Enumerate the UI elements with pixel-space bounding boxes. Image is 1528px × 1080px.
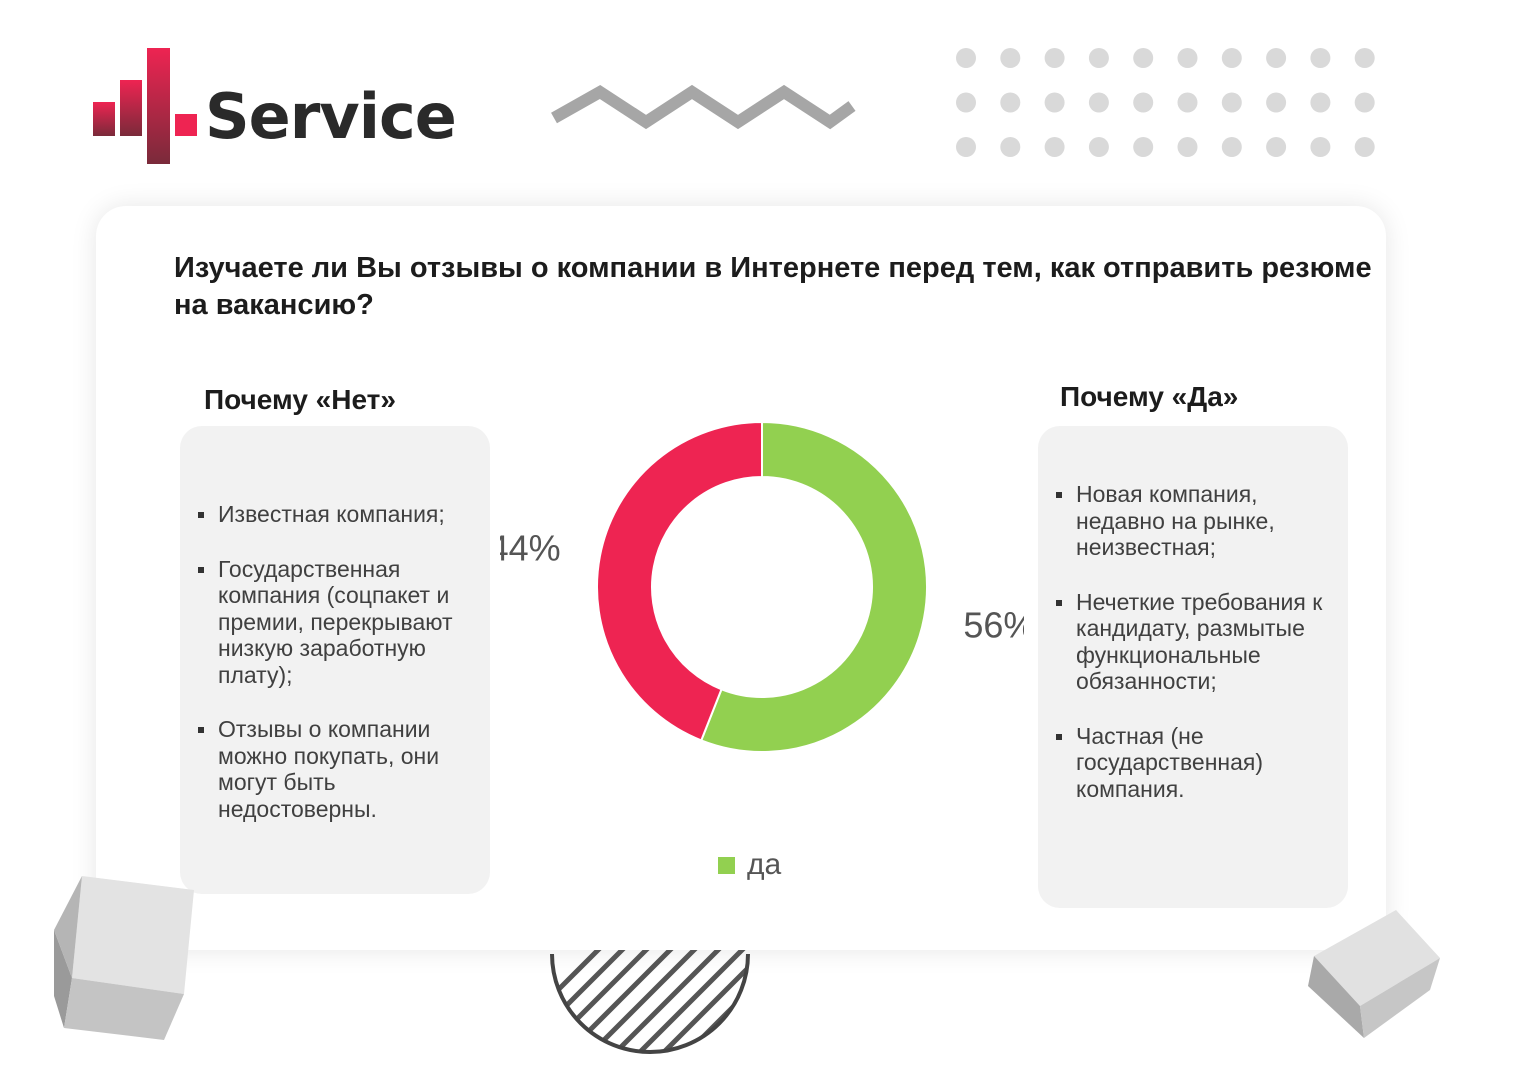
decor-dot (1177, 48, 1198, 68)
left-reason-item: Государственная компания (соцпакет и пре… (180, 556, 485, 689)
right-panel-title: Почему «Да» (1060, 381, 1239, 412)
decor-dot (1221, 92, 1242, 113)
legend-label-yes: да (747, 848, 782, 881)
decor-dot (1133, 137, 1154, 157)
decor-dot (1088, 48, 1109, 68)
decor-dot (1088, 92, 1109, 113)
striped-circle-decoration (550, 950, 750, 1054)
decor-dot (1310, 92, 1331, 113)
decor-dot (956, 48, 976, 68)
decor-dot (956, 92, 976, 113)
logo-bar-3 (147, 48, 170, 164)
logo-bar-2 (120, 80, 142, 136)
donut-data-label-0: 56% (963, 604, 1024, 645)
decor-dot (1000, 137, 1021, 157)
donut-slice-1 (596, 420, 763, 742)
logo-bar-1 (93, 102, 115, 136)
cube-decoration-left (54, 876, 194, 1040)
logo-bar-4 (175, 114, 197, 136)
donut-slice-0 (699, 420, 928, 753)
right-reason-item: Нечеткие требования к кандидату, размыты… (1038, 589, 1338, 695)
right-reasons-list: Новая компания, недавно на рынке, неизве… (1038, 481, 1338, 830)
decor-dot (1266, 48, 1287, 68)
decor-dot (1044, 92, 1065, 113)
decor-dot (1177, 92, 1198, 113)
brand-name: Service (205, 80, 457, 153)
donut-chart: 56% 44% (500, 420, 1024, 753)
dot-grid-decoration (956, 48, 1375, 157)
decor-dot (1266, 92, 1287, 113)
decor-dot (1133, 48, 1154, 68)
decor-dot (1221, 137, 1242, 157)
right-reason-item: Частная (не государственная) компания. (1038, 723, 1338, 803)
right-reason-item: Новая компания, недавно на рынке, неизве… (1038, 481, 1338, 561)
decor-dot (1177, 137, 1198, 157)
zigzag-decoration (551, 84, 856, 130)
left-reasons-list: Известная компания; Государственная комп… (180, 501, 485, 850)
decor-dot (1044, 48, 1065, 68)
survey-question: Изучаете ли Вы отзывы о компании в Интер… (174, 252, 1372, 321)
cube-decoration-right (1308, 910, 1440, 1038)
decor-dot (1000, 92, 1021, 113)
decor-dot (1000, 48, 1021, 68)
legend-swatch-yes (718, 856, 735, 874)
brand-logo (93, 48, 197, 164)
decor-dot (1044, 137, 1065, 157)
left-panel: Известная компания; Государственная комп… (180, 426, 490, 894)
left-panel-title: Почему «Нет» (204, 384, 396, 415)
decor-dot (1221, 48, 1242, 68)
left-reason-item: Известная компания; (180, 501, 485, 528)
decor-dot (1310, 137, 1331, 157)
decor-dot (1088, 137, 1109, 157)
left-reason-item: Отзывы о компании можно покупать, они мо… (180, 716, 485, 822)
decor-dot (1266, 137, 1287, 157)
decor-dot (1354, 137, 1375, 157)
right-panel: Новая компания, недавно на рынке, неизве… (1038, 426, 1348, 908)
decor-dot (1133, 92, 1154, 113)
chart-legend: да (718, 848, 781, 882)
decor-dot (1354, 48, 1375, 68)
decor-dot (1354, 92, 1375, 113)
decor-dot (1310, 48, 1331, 68)
donut-data-label-1: 44% (500, 528, 561, 569)
decor-dot (956, 137, 976, 157)
